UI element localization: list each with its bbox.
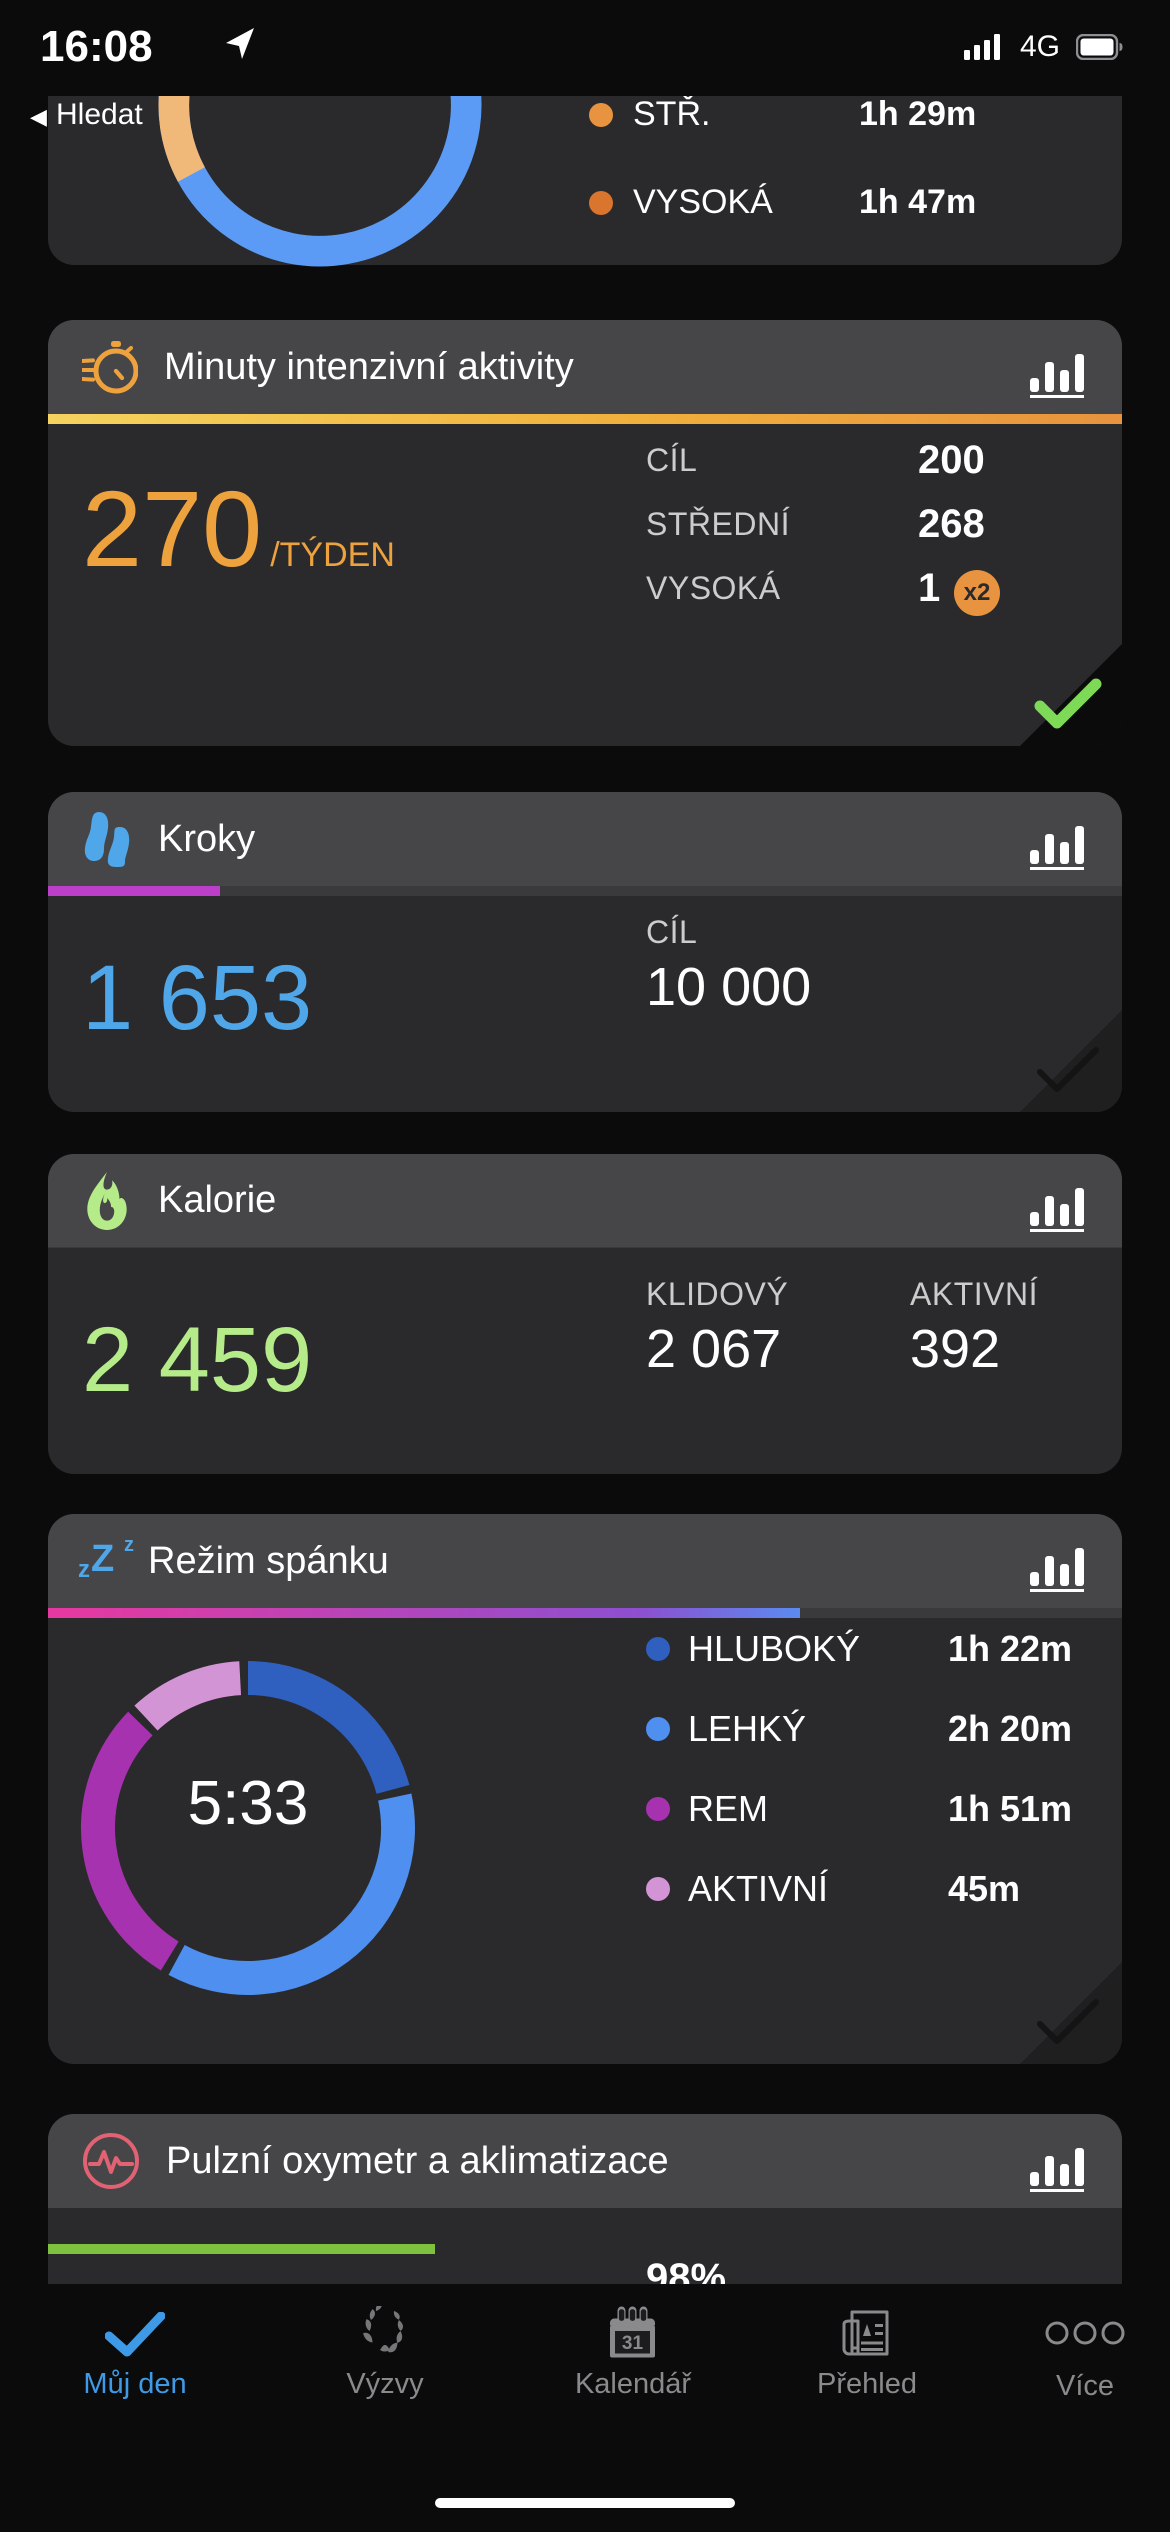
svg-text:31: 31 xyxy=(622,2333,644,2354)
